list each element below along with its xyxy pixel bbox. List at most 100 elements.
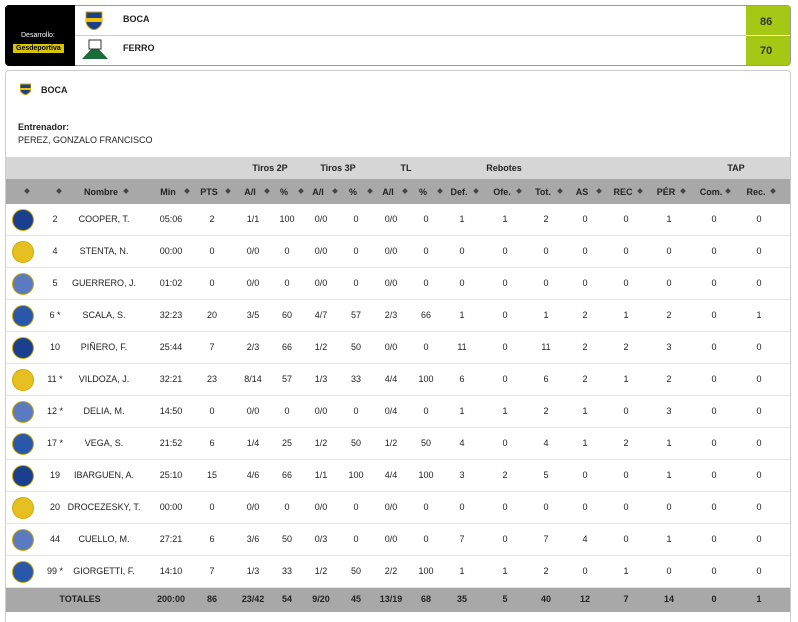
row-border — [6, 491, 790, 492]
stat-cell: 4 — [543, 438, 549, 448]
stat-cell: 0 — [502, 502, 508, 512]
stat-cell: 2 — [623, 342, 629, 352]
player-name: CUELLO, M. — [78, 534, 130, 544]
player-number: 6 * — [49, 310, 61, 320]
stat-cell: 1 — [666, 214, 672, 224]
stat-cell: 50 — [350, 342, 362, 352]
player-name: SCALA, S. — [82, 310, 126, 320]
player-name: STENTA, N. — [79, 246, 129, 256]
stat-cell: 01:02 — [159, 278, 183, 288]
stat-cell: 50 — [350, 438, 362, 448]
totals-cell: 9/20 — [312, 594, 330, 604]
stat-cell: 0 — [284, 246, 290, 256]
stat-cell: 0 — [423, 342, 429, 352]
row-border — [6, 587, 790, 588]
stat-cell: 0 — [711, 406, 717, 416]
totals-cell: 54 — [281, 594, 293, 604]
stat-cell: 6 — [209, 438, 215, 448]
totals-cell: 200:00 — [156, 594, 186, 604]
stat-cell: 25:10 — [159, 470, 183, 480]
stat-cell: 66 — [281, 342, 293, 352]
stat-cell: 0 — [353, 246, 359, 256]
stat-cell: 50 — [350, 566, 362, 576]
column-header: A/I — [382, 187, 394, 197]
team-panel — [5, 70, 791, 622]
stat-cell: 0 — [623, 246, 629, 256]
column-header: A/I — [312, 187, 324, 197]
stat-cell: 25:44 — [159, 342, 183, 352]
stat-cell: 4/4 — [384, 374, 398, 384]
stat-cell: 0 — [623, 406, 629, 416]
team-name: BOCA — [41, 85, 68, 95]
stat-cell: 0 — [666, 278, 672, 288]
stat-cell: 0/4 — [384, 406, 398, 416]
stat-cell: 3 — [459, 470, 465, 480]
group-header: Tiros 3P — [320, 163, 356, 173]
row-border — [6, 267, 790, 268]
stat-cell: 0 — [582, 246, 588, 256]
column-header: PTS — [200, 187, 218, 197]
stat-cell: 0 — [756, 566, 762, 576]
player-name: COOPER, T. — [78, 214, 130, 224]
away-name: FERRO — [123, 43, 155, 53]
stat-cell: 1 — [502, 566, 508, 576]
column-header: Com. — [699, 187, 723, 197]
player-number: 11 * — [47, 374, 63, 384]
player-name: IBARGUEN, A. — [73, 470, 135, 480]
player-number: 17 * — [46, 438, 64, 448]
stat-cell: 4 — [582, 534, 588, 544]
stat-cell: 0 — [502, 246, 508, 256]
column-header: Rec. — [746, 187, 766, 197]
row-border — [6, 523, 790, 524]
totals-cell: 5 — [502, 594, 508, 604]
totals-cell: 7 — [623, 594, 629, 604]
group-header: TL — [400, 163, 412, 173]
stat-cell: 1/3 — [246, 566, 260, 576]
stat-cell: 1 — [756, 310, 762, 320]
stat-cell: 0 — [623, 534, 629, 544]
stat-cell: 0 — [623, 502, 629, 512]
stat-cell: 1/1 — [314, 470, 328, 480]
stat-cell: 20 — [206, 310, 218, 320]
player-number: 2 — [52, 214, 58, 224]
stat-cell: 50 — [420, 438, 432, 448]
player-photo — [12, 369, 34, 391]
stat-cell: 0 — [666, 566, 672, 576]
stat-cell: 0 — [353, 406, 359, 416]
group-header: Rebotes — [486, 163, 522, 173]
column-header: % — [348, 187, 358, 197]
stat-cell: 1 — [459, 566, 465, 576]
stat-cell: 33 — [281, 566, 293, 576]
stat-cell: 0 — [284, 502, 290, 512]
stat-cell: 14:50 — [159, 406, 183, 416]
stat-cell: 2 — [582, 310, 588, 320]
totals-cell: 68 — [420, 594, 432, 604]
totals-row — [6, 587, 790, 612]
player-name: DELIA, M. — [83, 406, 125, 416]
stat-cell: 0 — [353, 502, 359, 512]
stat-cell: 2 — [582, 374, 588, 384]
coach: PEREZ, GONZALO FRANCISCO — [18, 135, 153, 145]
stat-cell: 100 — [279, 214, 295, 224]
stat-cell: 33 — [350, 374, 362, 384]
stat-cell: 4/6 — [246, 470, 260, 480]
stat-cell: 0 — [582, 214, 588, 224]
player-photo — [12, 337, 34, 359]
stat-cell: 23 — [206, 374, 218, 384]
stat-cell: 4 — [459, 438, 465, 448]
player-number: 4 — [52, 246, 58, 256]
stat-cell: 100 — [418, 374, 434, 384]
stat-cell: 2/2 — [384, 566, 398, 576]
stat-cell: 0 — [543, 278, 549, 288]
separator — [75, 35, 746, 36]
stat-cell: 11 — [457, 342, 467, 352]
player-number: 19 — [49, 470, 61, 480]
player-photo — [12, 209, 34, 231]
stat-cell: 05:06 — [159, 214, 183, 224]
totals-cell: 14 — [663, 594, 675, 604]
stat-cell: 0 — [582, 502, 588, 512]
home-name: BOCA — [123, 14, 150, 24]
player-photo — [12, 273, 34, 295]
stat-cell: 1 — [502, 406, 508, 416]
column-header: Ofe. — [493, 187, 511, 197]
